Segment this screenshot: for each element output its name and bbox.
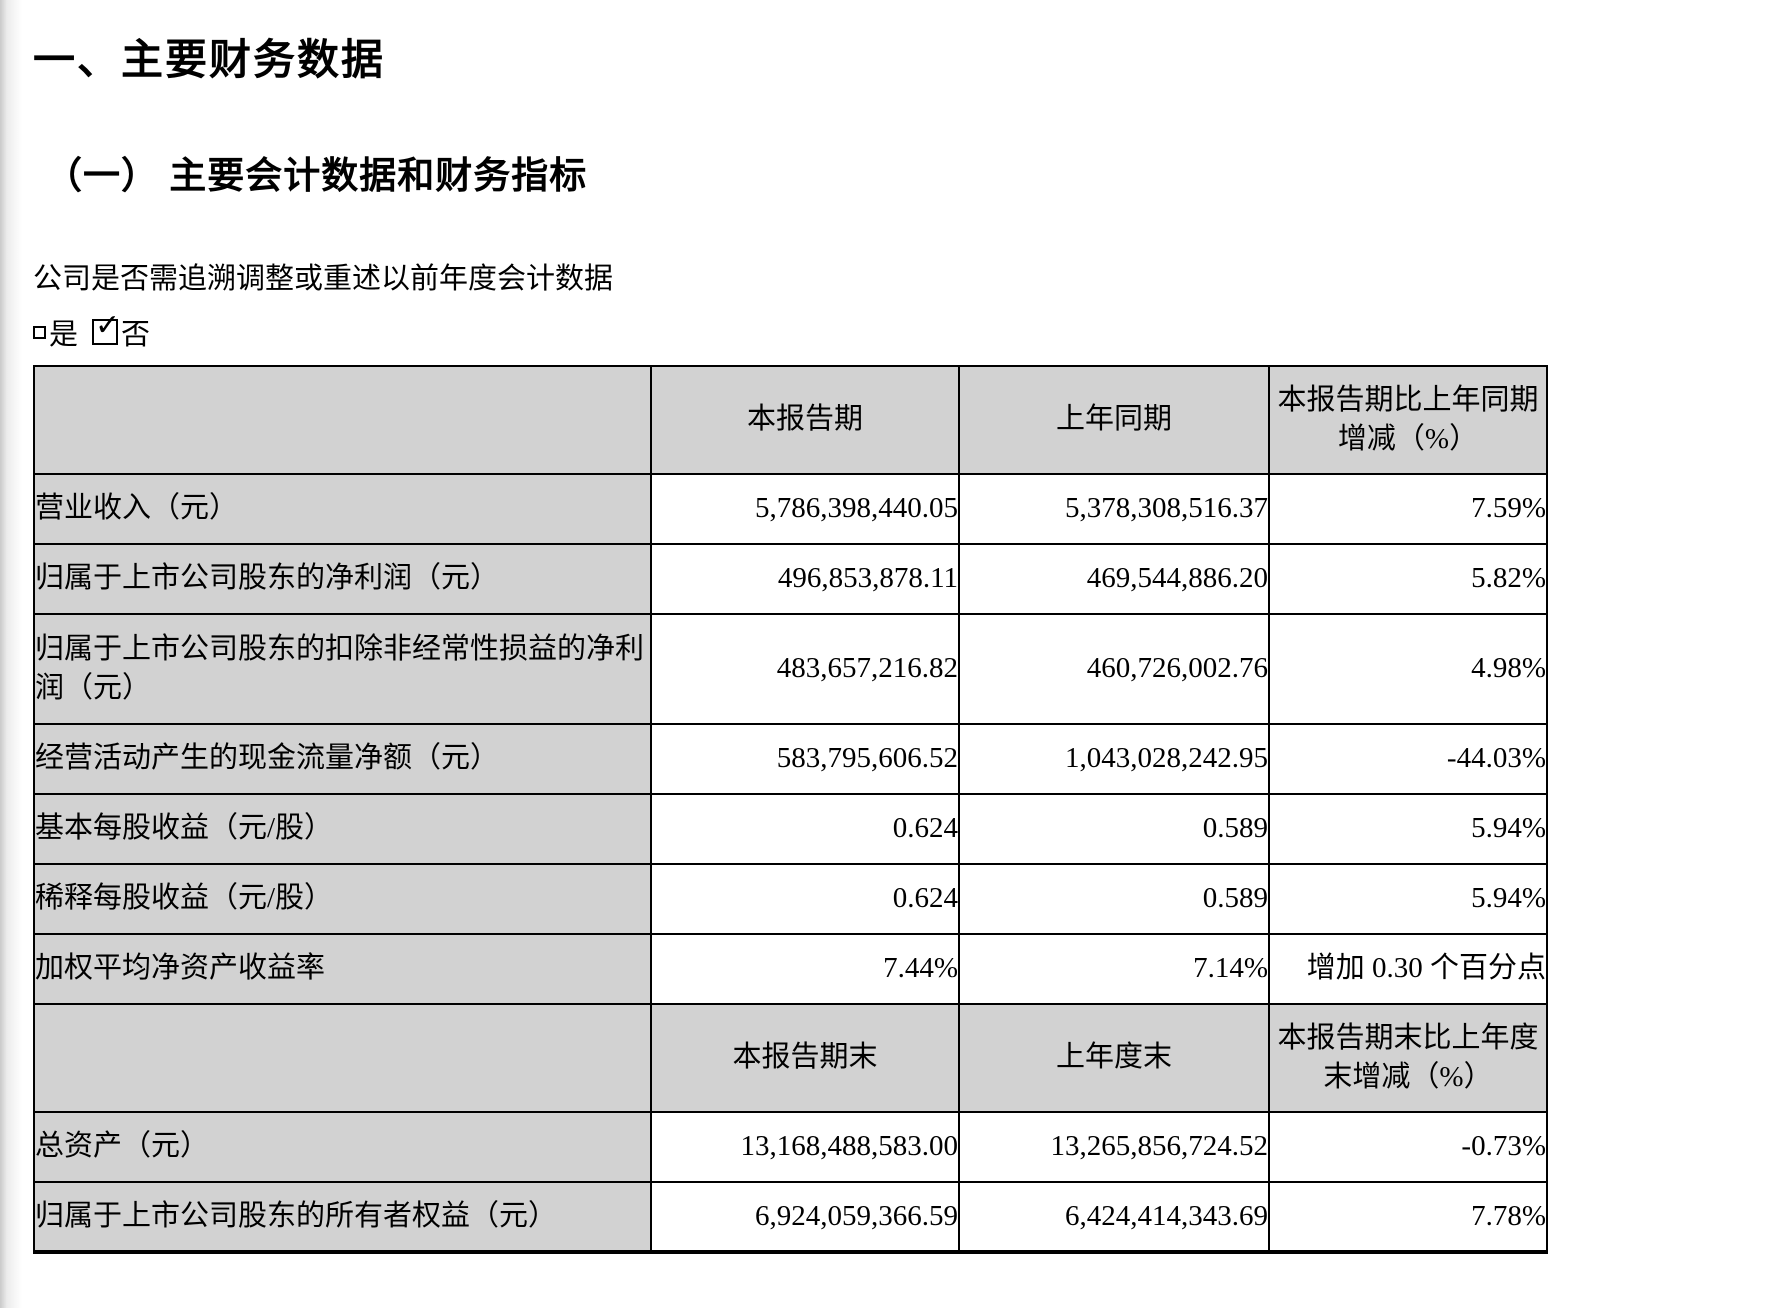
- value-change: 5.94%: [1268, 863, 1548, 935]
- row-label: 营业收入（元）: [33, 473, 652, 545]
- value-prior: 0.589: [958, 863, 1270, 935]
- table-row: 加权平均净资产收益率 7.44% 7.14% 增加 0.30 个百分点: [33, 933, 1548, 1005]
- row-label: 归属于上市公司股东的扣除非经常性损益的净利润（元）: [33, 613, 652, 725]
- header-current-period: 本报告期: [650, 365, 960, 475]
- restatement-answer: 是 ✓ 否: [33, 311, 1546, 353]
- value-change: 5.94%: [1268, 793, 1548, 865]
- scanned-page-edge: [0, 0, 22, 1308]
- value-current: 5,786,398,440.05: [650, 473, 960, 545]
- value-change: 7.78%: [1268, 1181, 1548, 1254]
- value-change: -0.73%: [1268, 1111, 1548, 1183]
- value-prior: 7.14%: [958, 933, 1270, 1005]
- row-label: 总资产（元）: [33, 1111, 652, 1183]
- value-current: 496,853,878.11: [650, 543, 960, 615]
- table-row: 基本每股收益（元/股） 0.624 0.589 5.94%: [33, 793, 1548, 865]
- table-row: 稀释每股收益（元/股） 0.624 0.589 5.94%: [33, 863, 1548, 935]
- table-row: 归属于上市公司股东的扣除非经常性损益的净利润（元） 483,657,216.82…: [33, 613, 1548, 725]
- row-label: 归属于上市公司股东的净利润（元）: [33, 543, 652, 615]
- header-change-period: 本报告期比上年同期增减（%）: [1268, 365, 1548, 475]
- value-change: -44.03%: [1268, 723, 1548, 795]
- section-title: 一、主要财务数据: [33, 38, 386, 84]
- header-change-end: 本报告期末比上年度末增减（%）: [1268, 1003, 1548, 1113]
- checkbox-checked-icon: ✓: [92, 311, 120, 345]
- value-prior: 1,043,028,242.95: [958, 723, 1270, 795]
- financial-data-table: 本报告期 上年同期 本报告期比上年同期增减（%） 营业收入（元） 5,786,3…: [33, 365, 1548, 1254]
- value-current: 13,168,488,583.00: [650, 1111, 960, 1183]
- checkbox-yes-label: 是: [49, 319, 79, 351]
- row-label: 基本每股收益（元/股）: [33, 793, 652, 865]
- checkbox-unchecked-icon: [33, 325, 46, 339]
- value-prior: 5,378,308,516.37: [958, 473, 1270, 545]
- table-row: 归属于上市公司股东的净利润（元） 496,853,878.11 469,544,…: [33, 543, 1548, 615]
- table-row: 经营活动产生的现金流量净额（元） 583,795,606.52 1,043,02…: [33, 723, 1548, 795]
- value-change: 增加 0.30 个百分点: [1268, 933, 1548, 1005]
- header-prior-period: 上年同期: [958, 365, 1270, 475]
- value-current: 0.624: [650, 793, 960, 865]
- checkbox-yes-group: 是: [33, 311, 78, 353]
- table-row: 总资产（元） 13,168,488,583.00 13,265,856,724.…: [33, 1111, 1548, 1183]
- restatement-question: 公司是否需追溯调整或重述以前年度会计数据: [33, 263, 614, 295]
- value-prior: 469,544,886.20: [958, 543, 1270, 615]
- value-change: 7.59%: [1268, 473, 1548, 545]
- value-change: 5.82%: [1268, 543, 1548, 615]
- table-row: 归属于上市公司股东的所有者权益（元） 6,924,059,366.59 6,42…: [33, 1181, 1548, 1254]
- value-current: 483,657,216.82: [650, 613, 960, 725]
- row-label: 加权平均净资产收益率: [33, 933, 652, 1005]
- checkbox-no-label: 否: [121, 319, 151, 351]
- row-label: 归属于上市公司股东的所有者权益（元）: [33, 1181, 652, 1254]
- row-label: 经营活动产生的现金流量净额（元）: [33, 723, 652, 795]
- value-current: 7.44%: [650, 933, 960, 1005]
- value-prior: 0.589: [958, 793, 1270, 865]
- value-prior: 6,424,414,343.69: [958, 1181, 1270, 1254]
- table-header-period: 本报告期 上年同期 本报告期比上年同期增减（%）: [33, 365, 1548, 475]
- table-header-period-end: 本报告期末 上年度末 本报告期末比上年度末增减（%）: [33, 1003, 1548, 1113]
- value-prior: 460,726,002.76: [958, 613, 1270, 725]
- value-current: 0.624: [650, 863, 960, 935]
- header-current-end: 本报告期末: [650, 1003, 960, 1113]
- value-current: 583,795,606.52: [650, 723, 960, 795]
- row-label: 稀释每股收益（元/股）: [33, 863, 652, 935]
- subsection-title: （一） 主要会计数据和财务指标: [45, 156, 588, 197]
- header-prior-year-end: 上年度末: [958, 1003, 1270, 1113]
- header-empty-cell: [33, 365, 652, 475]
- header-empty-cell: [33, 1003, 652, 1113]
- checkbox-no-group: ✓ 否: [92, 311, 150, 353]
- value-current: 6,924,059,366.59: [650, 1181, 960, 1254]
- value-change: 4.98%: [1268, 613, 1548, 725]
- document-body: 一、主要财务数据 （一） 主要会计数据和财务指标 公司是否需追溯调整或重述以前年…: [33, 0, 1548, 1254]
- value-prior: 13,265,856,724.52: [958, 1111, 1270, 1183]
- table-row: 营业收入（元） 5,786,398,440.05 5,378,308,516.3…: [33, 473, 1548, 545]
